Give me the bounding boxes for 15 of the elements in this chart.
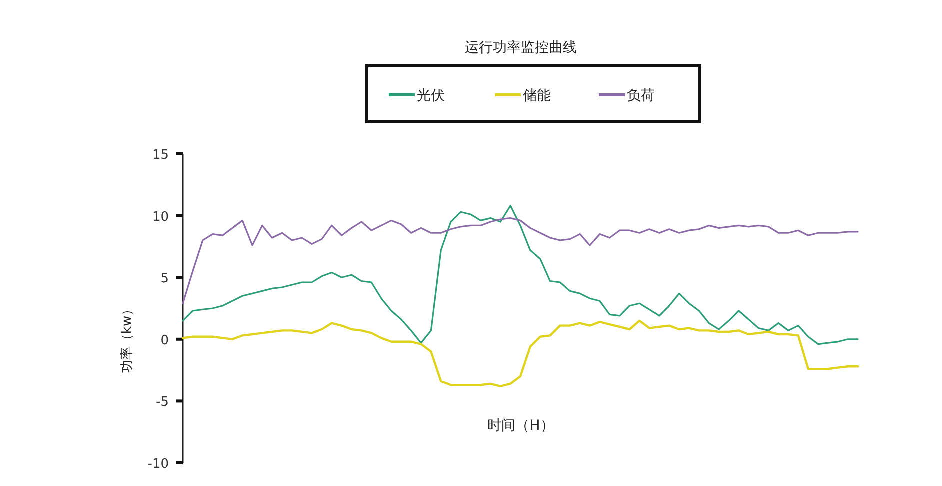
chart-title: 运行功率监控曲线 <box>465 40 577 56</box>
y-tick-label: 5 <box>160 272 169 287</box>
line-series <box>182 320 860 388</box>
y-tick-label: 10 <box>152 210 169 225</box>
y-tick-label: -5 <box>156 395 169 410</box>
line-series <box>182 205 859 346</box>
y-tick-label: 0 <box>160 333 169 348</box>
legend-label: 储能 <box>523 88 551 104</box>
x-axis-title: 时间（H） <box>488 418 554 434</box>
y-tick-label: 15 <box>152 148 169 163</box>
legend-label: 光伏 <box>417 88 445 104</box>
y-tick-label: -10 <box>148 457 169 472</box>
y-axis-title: 功率（kw） <box>119 302 135 374</box>
legend-label: 负荷 <box>627 88 655 104</box>
line-series <box>182 218 859 304</box>
